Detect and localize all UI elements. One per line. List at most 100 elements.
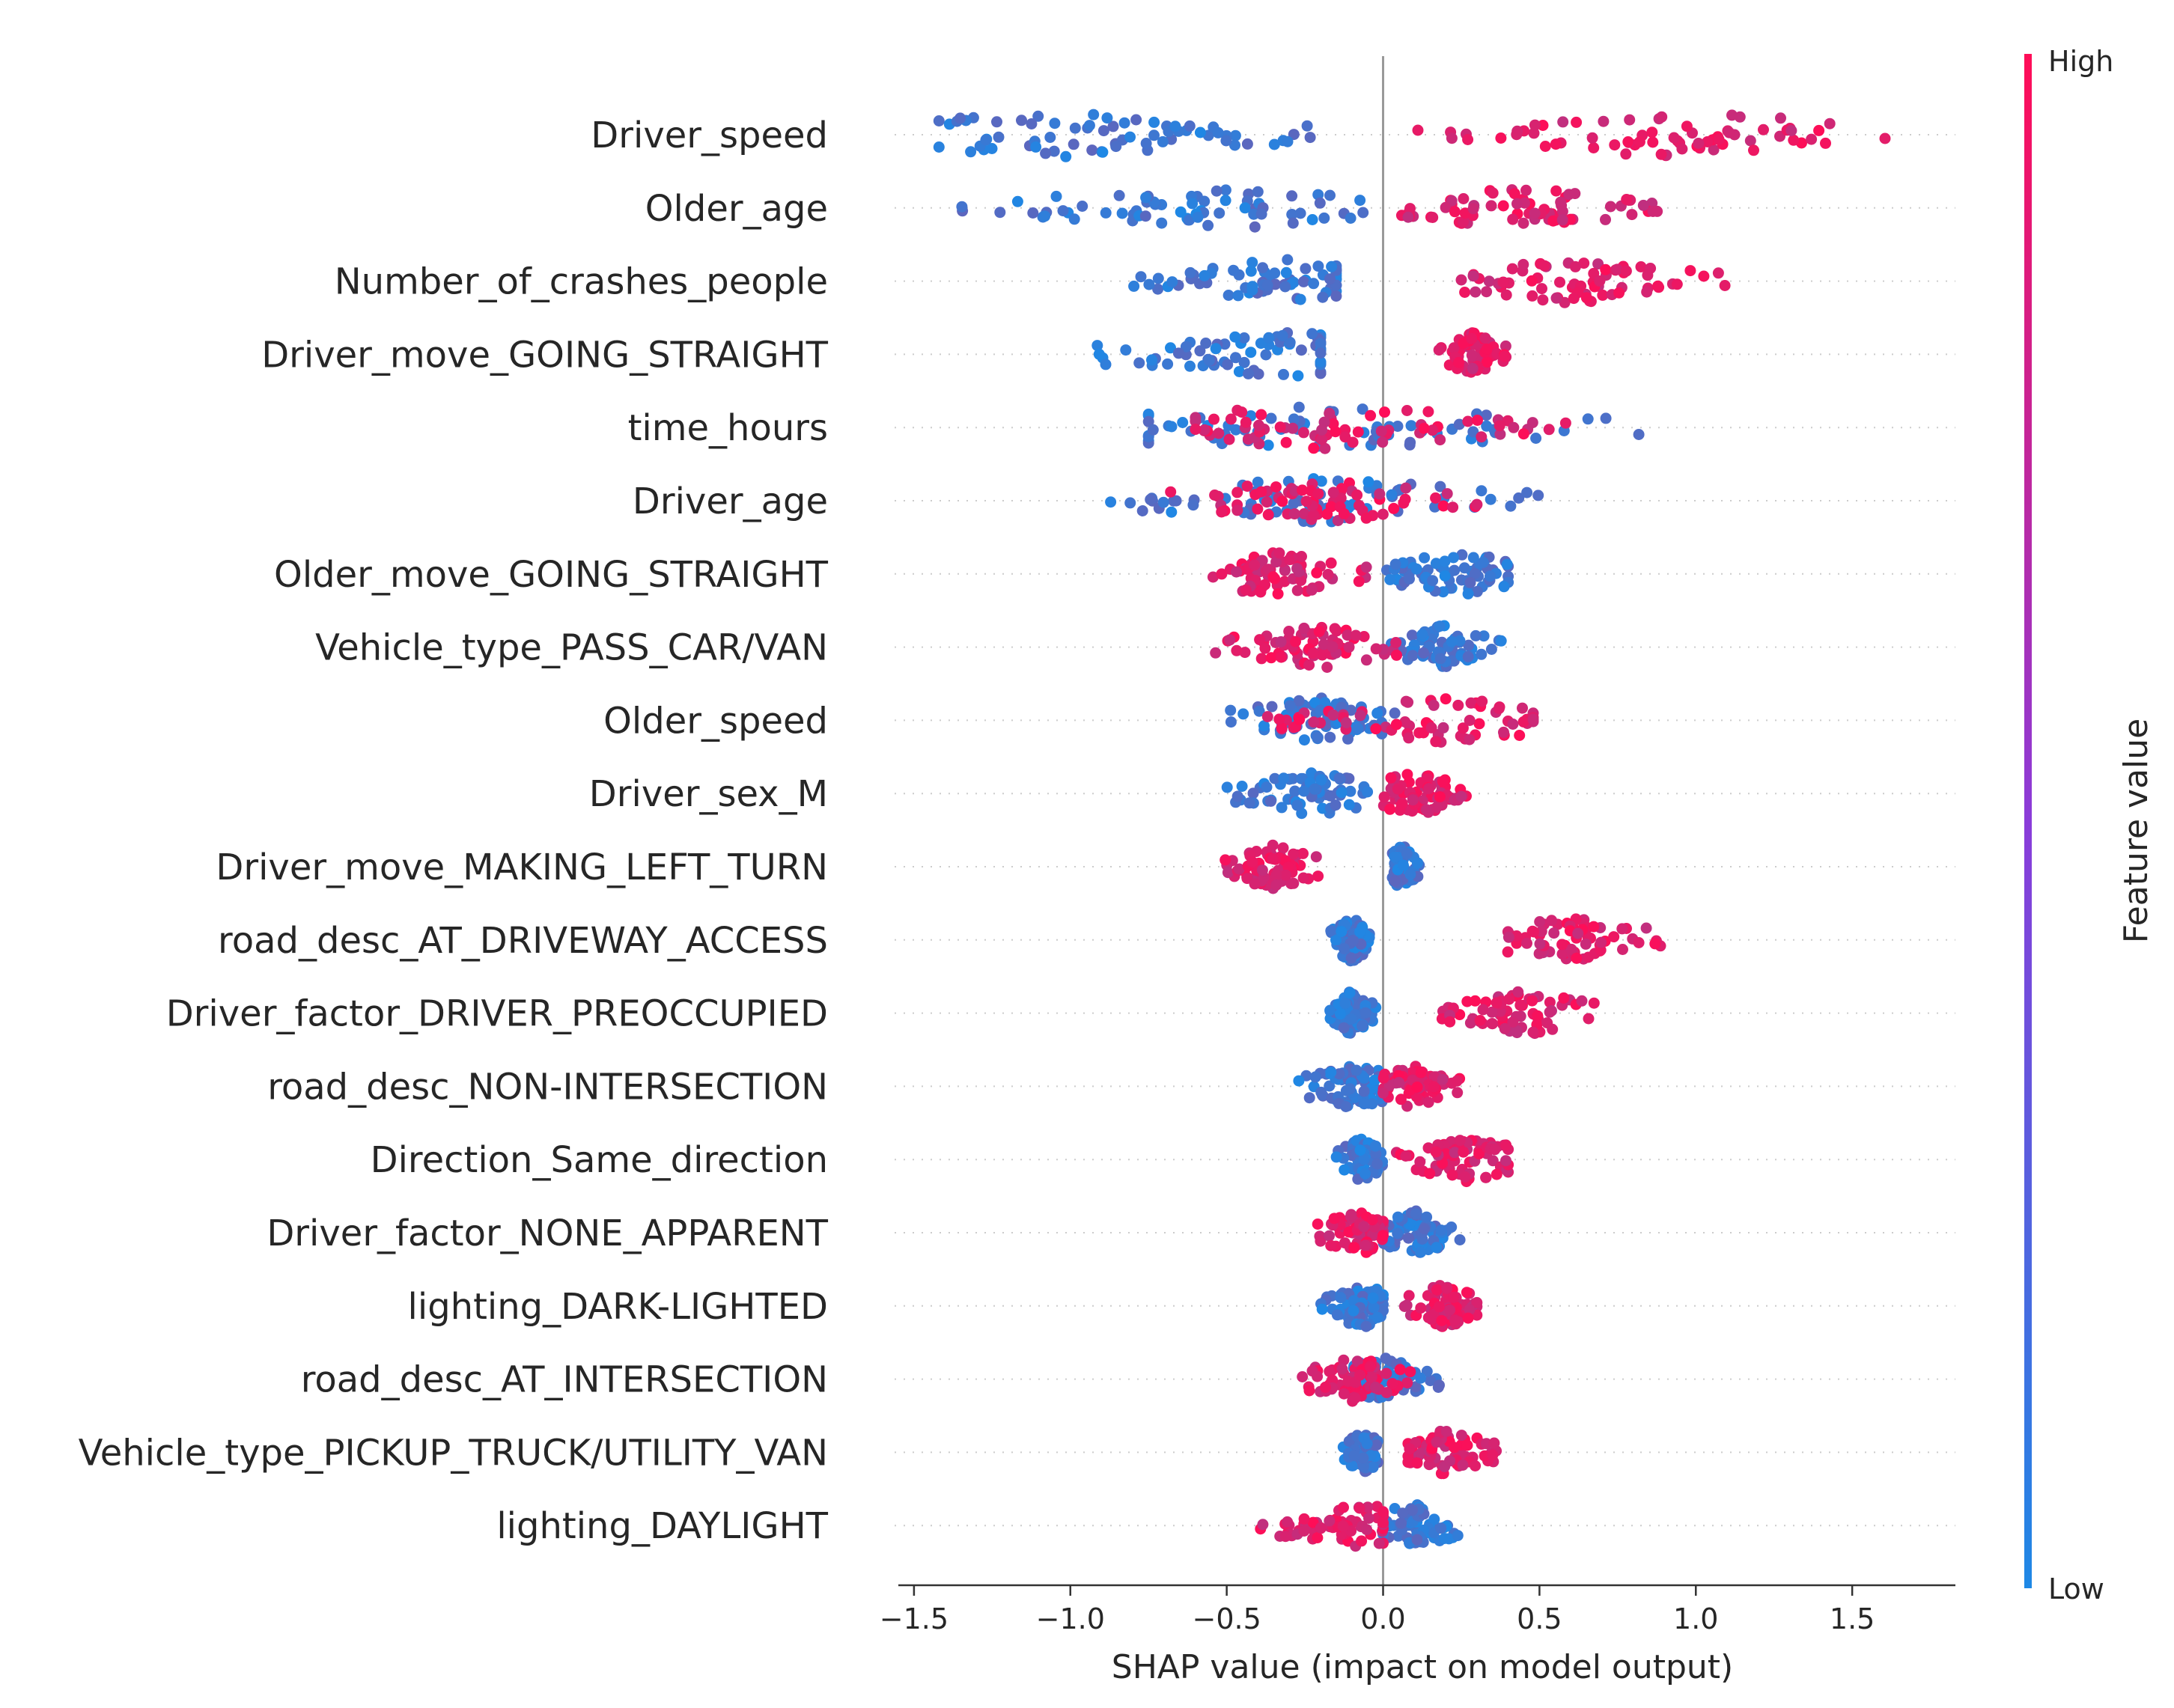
feature-driver-speed-point [1220, 135, 1232, 147]
feature-driver-sex-m-point [1315, 774, 1327, 786]
feature-vehicle-type-pickup-truck-utility-van-point [1346, 1460, 1358, 1471]
feature-lighting-dark-lighted-point [1462, 1312, 1474, 1324]
feature-time-hours-point [1472, 415, 1483, 426]
feature-road-desc-non-intersection-point [1428, 1071, 1440, 1083]
feature-lighting-daylight-label: lighting_DAYLIGHT [496, 1505, 828, 1547]
feature-older-move-going-straight-point [1456, 549, 1468, 561]
x-tick-label: 0.0 [1360, 1602, 1405, 1635]
feature-driver-move-going-straight-point [1276, 330, 1288, 341]
feature-number-of-crashes-people-point [1517, 258, 1529, 270]
feature-older-age-point [1508, 188, 1520, 200]
feature-time-hours-label: time_hours [628, 407, 828, 449]
feature-driver-move-making-left-turn-point [1312, 870, 1324, 882]
colorbar-high-label: High [2048, 45, 2113, 78]
feature-driver-age-point [1354, 499, 1365, 511]
feature-older-move-going-straight-point [1267, 571, 1279, 583]
feature-older-age-point [1449, 206, 1461, 218]
feature-number-of-crashes-people-point [1506, 263, 1518, 275]
feature-time-hours-point [1633, 429, 1645, 440]
feature-vehicle-type-pass-car-van-point [1327, 641, 1339, 653]
feature-driver-age-point [1386, 489, 1398, 501]
feature-time-hours-point [1543, 424, 1555, 436]
feature-vehicle-type-pass-car-van-point [1275, 636, 1287, 647]
feature-older-age-point [1211, 185, 1223, 197]
feature-driver-factor-driver-preoccupied-point [1461, 995, 1473, 1007]
feature-driver-age-point [1321, 508, 1333, 520]
feature-driver-factor-driver-preoccupied-point [1541, 1017, 1553, 1029]
feature-driver-factor-driver-preoccupied-point [1334, 1008, 1346, 1020]
feature-road-desc-at-driveway-access-point [1649, 938, 1661, 950]
feature-older-speed-point [1342, 733, 1354, 745]
feature-driver-age-point [1124, 497, 1136, 509]
feature-vehicle-type-pass-car-van-point [1454, 635, 1466, 647]
feature-driver-move-making-left-turn-point [1297, 872, 1309, 884]
feature-driver-speed-point [1609, 139, 1621, 151]
feature-older-speed-point [1399, 716, 1411, 728]
feature-road-desc-at-driveway-access-point [1616, 923, 1628, 935]
feature-road-desc-non-intersection-point [1452, 1087, 1464, 1099]
feature-vehicle-type-pass-car-van-point [1265, 652, 1277, 664]
colorbar: High Low Feature value [2024, 45, 2155, 1605]
feature-older-age-point [1569, 188, 1581, 200]
feature-driver-speed-point [1101, 112, 1113, 124]
feature-driver-factor-none-apparent-point [1454, 1234, 1466, 1245]
feature-driver-factor-none-apparent-point [1325, 1239, 1337, 1251]
feature-older-speed-point [1266, 701, 1278, 713]
feature-driver-move-going-straight-point [1453, 356, 1465, 368]
feature-older-age-point [1220, 184, 1231, 196]
feature-driver-move-going-straight-label: Driver_move_GOING_STRAIGHT [261, 334, 828, 376]
feature-driver-move-going-straight-point [1091, 340, 1103, 352]
feature-driver-move-making-left-turn-point [1397, 859, 1409, 871]
feature-older-age-point [1556, 205, 1568, 217]
feature-direction-same-direction-point [1339, 1164, 1351, 1176]
feature-driver-speed-point [1086, 144, 1098, 156]
feature-vehicle-type-pickup-truck-utility-van-point [1444, 1455, 1455, 1467]
feature-older-speed-point [1527, 713, 1539, 725]
feature-driver-move-going-straight-point [1263, 332, 1275, 344]
feature-driver-factor-driver-preoccupied-point [1507, 1016, 1519, 1028]
feature-older-age-point [1600, 213, 1611, 225]
feature-road-desc-at-driveway-access-point [1548, 927, 1560, 939]
feature-driver-speed-point [1702, 136, 1714, 147]
feature-road-desc-at-driveway-access-point [1534, 938, 1546, 950]
feature-lighting-daylight-point [1411, 1534, 1423, 1546]
feature-older-move-going-straight-point [1467, 552, 1479, 564]
feature-number-of-crashes-people-point [1526, 290, 1538, 302]
feature-driver-age-point [1166, 506, 1178, 518]
feature-time-hours-point [1508, 421, 1520, 433]
feature-driver-age-point [1312, 488, 1324, 500]
feature-driver-speed-point [1107, 121, 1119, 132]
feature-vehicle-type-pickup-truck-utility-van-point [1404, 1443, 1416, 1455]
feature-vehicle-type-pass-car-van-point [1406, 629, 1418, 641]
feature-driver-speed-point [1040, 147, 1052, 159]
feature-driver-sex-m-point [1343, 799, 1355, 811]
feature-driver-age-point [1513, 492, 1525, 504]
feature-lighting-daylight-point [1279, 1531, 1291, 1543]
feature-driver-move-going-straight-point [1233, 366, 1245, 377]
feature-driver-move-going-straight-point [1295, 344, 1307, 356]
feature-driver-move-going-straight-point [1146, 354, 1157, 366]
feature-road-desc-non-intersection-point [1303, 1092, 1315, 1104]
feature-older-age-point [1306, 214, 1318, 225]
feature-driver-move-making-left-turn-point [1288, 848, 1300, 860]
feature-number-of-crashes-people-point [1611, 263, 1623, 275]
feature-driver-move-making-left-turn-point [1249, 878, 1261, 890]
feature-vehicle-type-pickup-truck-utility-van-point [1357, 1452, 1369, 1464]
feature-driver-factor-none-apparent-point [1431, 1242, 1443, 1254]
feature-road-desc-non-intersection-point [1393, 1076, 1405, 1088]
feature-older-age-point [1440, 201, 1452, 213]
feature-road-desc-at-intersection-point [1380, 1387, 1392, 1399]
feature-road-desc-at-driveway-access-point [1502, 931, 1514, 943]
feature-driver-move-going-straight-point [1315, 356, 1327, 367]
feature-driver-move-going-straight-point [1184, 360, 1196, 372]
feature-time-hours-point [1253, 419, 1264, 431]
feature-older-speed-point [1225, 716, 1237, 728]
feature-driver-factor-none-apparent-point [1421, 1211, 1433, 1223]
feature-number-of-crashes-people-point [1300, 263, 1312, 275]
feature-driver-age-point [1471, 498, 1483, 510]
feature-driver-age-point [1157, 496, 1169, 508]
feature-driver-move-going-straight-point [1466, 350, 1478, 362]
feature-driver-sex-m-point [1306, 767, 1318, 779]
feature-road-desc-at-driveway-access-point [1617, 944, 1628, 955]
feature-driver-sex-m-point [1423, 783, 1435, 795]
